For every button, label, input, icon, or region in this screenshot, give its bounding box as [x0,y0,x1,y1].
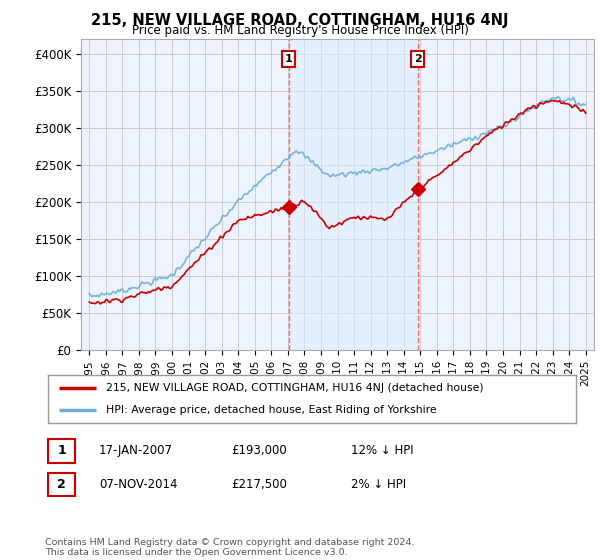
Text: 07-NOV-2014: 07-NOV-2014 [99,478,178,491]
Text: £217,500: £217,500 [231,478,287,491]
Text: HPI: Average price, detached house, East Riding of Yorkshire: HPI: Average price, detached house, East… [106,405,437,415]
Text: 12% ↓ HPI: 12% ↓ HPI [351,444,413,458]
Text: Contains HM Land Registry data © Crown copyright and database right 2024.
This d: Contains HM Land Registry data © Crown c… [45,538,415,557]
Text: 215, NEW VILLAGE ROAD, COTTINGHAM, HU16 4NJ: 215, NEW VILLAGE ROAD, COTTINGHAM, HU16 … [91,13,509,28]
Text: £193,000: £193,000 [231,444,287,458]
Text: 2: 2 [57,478,66,491]
Text: 2: 2 [414,54,421,64]
Text: 1: 1 [57,444,66,458]
Text: 215, NEW VILLAGE ROAD, COTTINGHAM, HU16 4NJ (detached house): 215, NEW VILLAGE ROAD, COTTINGHAM, HU16 … [106,383,484,393]
Text: 17-JAN-2007: 17-JAN-2007 [99,444,173,458]
Text: 2% ↓ HPI: 2% ↓ HPI [351,478,406,491]
Bar [289,39,418,350]
Text: 1: 1 [284,54,292,64]
Text: Price paid vs. HM Land Registry's House Price Index (HPI): Price paid vs. HM Land Registry's House … [131,24,469,37]
